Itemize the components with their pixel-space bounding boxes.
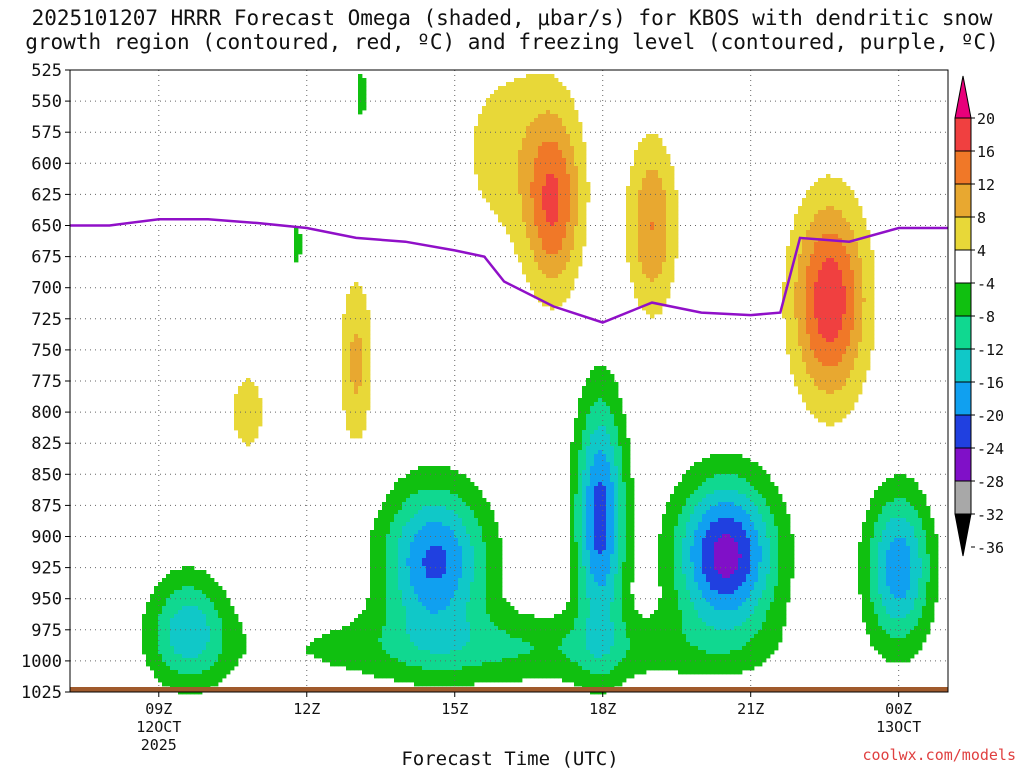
colorbar-segment [954,381,972,416]
chart-title-line-2: growth region (contoured, red, ºC) and f… [25,30,999,54]
colorbar-label: -20 [977,407,1004,425]
colorbar-label: -32 [977,506,1004,524]
x-tick-label: 13OCT [876,718,921,736]
colorbar-label: -4 [977,275,995,293]
colorbar-label: -36 [977,539,1004,557]
colorbar-segment [954,282,972,317]
y-tick-label: 800 [31,403,62,423]
colorbar-arrow-top [954,75,972,119]
colorbar-segment [954,150,972,185]
x-tick-label: 12OCT [136,718,181,736]
colorbar-segment [954,117,972,152]
colorbar-segment [954,249,972,284]
colorbar-segment [954,216,972,251]
y-tick-label: 925 [31,559,62,579]
colorbar-segment [954,348,972,383]
y-tick-label: 575 [31,123,62,143]
x-tick-label: 21Z [737,700,764,718]
y-tick-label: 950 [31,590,62,610]
colorbar-label: 8 [977,209,986,227]
y-axis: 525 550 575 600 625 650 675 700 725 750 775 800 825 8… [21,61,70,703]
omega-shading [142,74,939,695]
y-tick-label: 725 [31,310,62,330]
y-tick-label: 675 [31,248,62,268]
colorbar-label: -24 [977,440,1004,458]
colorbar-segment [954,183,972,218]
colorbar-label: -28 [977,473,1004,491]
y-tick-label: 775 [31,372,62,392]
x-tick-label: 2025 [141,736,177,754]
colorbar-label: 20 [977,110,995,128]
y-tick-label: 650 [31,217,62,237]
y-tick-label: 850 [31,465,62,485]
y-tick-label: 900 [31,528,62,548]
y-tick-label: 700 [31,279,62,299]
x-tick-label: 15Z [441,700,468,718]
freezing-level-layer [70,218,948,324]
y-tick-label: 1000 [21,652,62,672]
y-tick-label: 600 [31,154,62,174]
colorbar-label: 4 [977,242,986,260]
colorbar-segment [954,447,972,482]
y-tick-label: 625 [31,185,62,205]
colorbar-arrow-bottom [954,513,972,557]
colorbar-segment [954,414,972,449]
colorbar-segment [954,315,972,350]
x-tick-label: 09Z [145,700,172,718]
y-tick-label: 750 [31,341,62,361]
colorbar-label: -12 [977,341,1004,359]
colorbar-segment [954,480,972,515]
ground-strip [70,687,948,692]
y-tick-label: 525 [31,61,62,81]
ground-bar [70,687,948,692]
colorbar-label: -8 [977,308,995,326]
y-tick-label: 550 [31,92,62,112]
credit-link[interactable]: coolwx.com/models [862,746,1016,764]
grid-lines [70,69,948,693]
x-tick-label: 18Z [589,700,616,718]
colorbar-label: 16 [977,143,995,161]
x-axis-title: Forecast Time (UTC) [401,748,618,768]
y-tick-label: 825 [31,434,62,454]
y-tick-label: 875 [31,496,62,516]
colorbar-label: -16 [977,374,1004,392]
x-tick-label: 12Z [293,700,320,718]
y-tick-label: 975 [31,621,62,641]
y-tick-label: 1025 [21,683,62,703]
chart-title-line-1: 2025101207 HRRR Forecast Omega (shaded, … [31,6,993,30]
x-tick-label: 00Z [885,700,912,718]
colorbar: 20 16 12 8 4 -4 -8 -12 -16 -20 -24 -28 -32 -36 [954,75,1004,557]
colorbar-label: 12 [977,176,995,194]
freezing-level-line [70,218,948,324]
